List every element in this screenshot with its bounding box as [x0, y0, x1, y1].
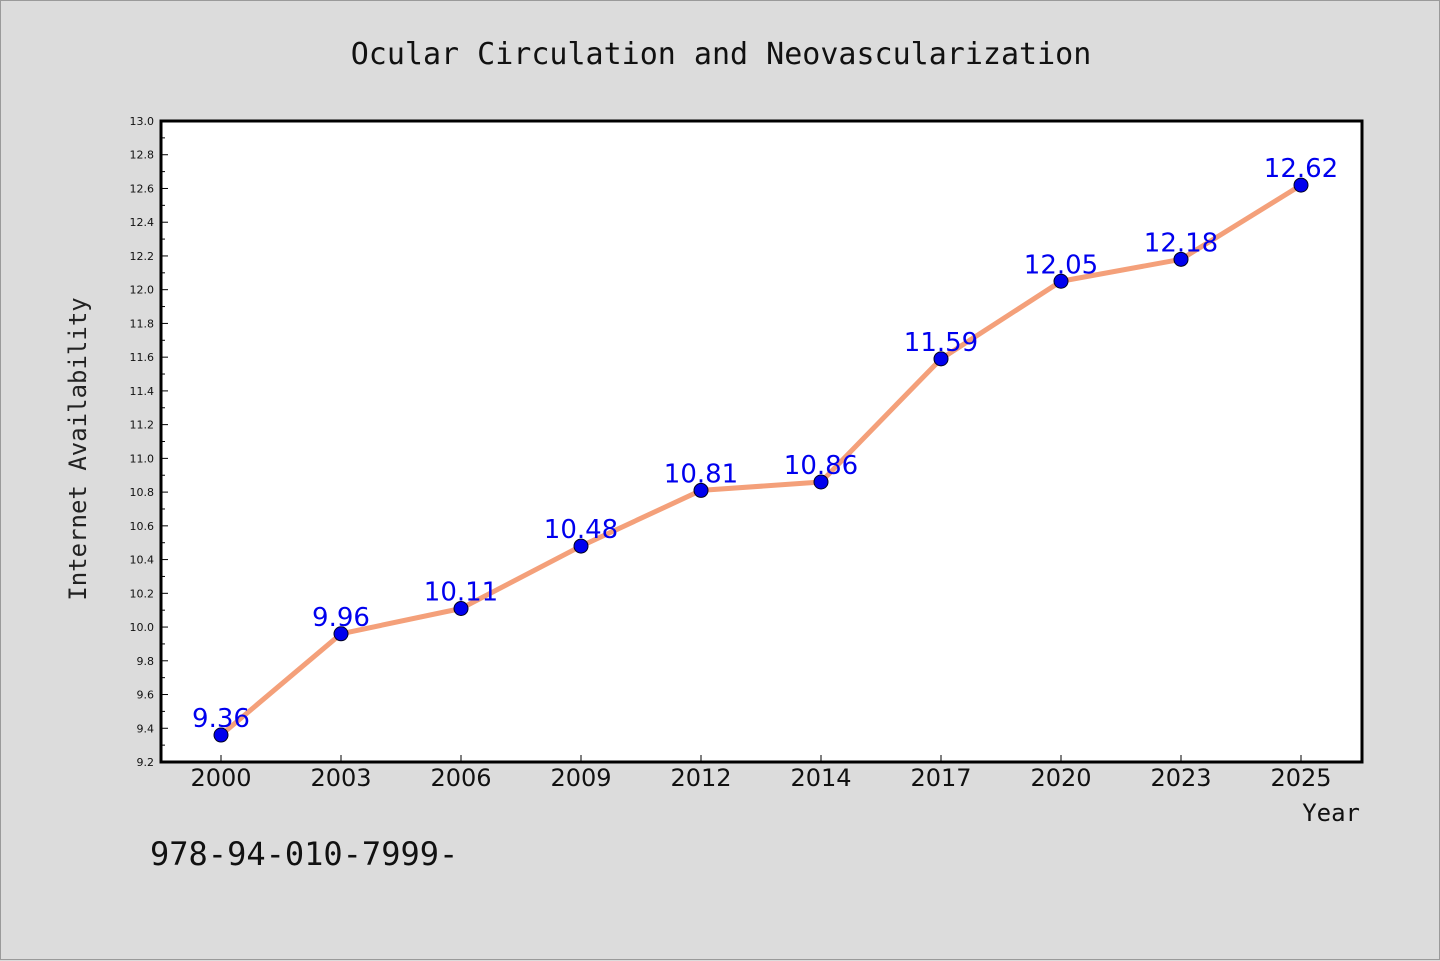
- data-point: [813, 474, 829, 490]
- data-label: 12.05: [1024, 250, 1098, 280]
- series-layer: 9.36 9.96 10.11 10.48 10.81 10.86 11.59 12.05 12…: [192, 154, 1338, 743]
- y-tick-label: 10.2: [130, 587, 155, 600]
- y-tick-label: 11.0: [130, 452, 155, 465]
- x-tick-label: 2020: [1030, 764, 1091, 792]
- y-tick-label: 13.0: [130, 115, 155, 128]
- y-tick-label: 12.8: [130, 149, 155, 162]
- y-tick-label: 11.2: [130, 419, 155, 432]
- x-tick-label: 2023: [1150, 764, 1211, 792]
- x-tick-label: 2017: [910, 764, 971, 792]
- data-label: 9.36: [192, 704, 250, 734]
- data-label: 10.11: [424, 577, 498, 607]
- chart-title: Ocular Circulation and Neovascularizatio…: [351, 37, 1092, 72]
- y-tick-label: 9.4: [137, 722, 155, 735]
- data-label: 9.96: [312, 603, 370, 633]
- y-tick-label: 12.2: [130, 250, 155, 263]
- x-axis-label: Year: [1302, 799, 1360, 827]
- data-label: 11.59: [904, 328, 978, 358]
- data-point: [1173, 251, 1189, 267]
- x-tick-label: 2003: [310, 764, 371, 792]
- data-point: [333, 626, 349, 642]
- x-tick-label: 2012: [670, 764, 731, 792]
- x-tick-label: 2006: [430, 764, 491, 792]
- x-tick-label: 2014: [790, 764, 851, 792]
- data-point: [933, 351, 949, 367]
- y-tick-label: 9.2: [137, 756, 155, 769]
- footer-text: 978-94-010-7999-: [150, 835, 458, 873]
- y-tick-label: 10.8: [130, 486, 155, 499]
- x-tick-label: 2009: [550, 764, 611, 792]
- y-tick-label: 10.0: [130, 621, 155, 634]
- y-tick-label: 10.6: [130, 520, 155, 533]
- data-point: [453, 600, 469, 616]
- data-label: 12.62: [1264, 154, 1338, 184]
- data-point: [693, 482, 709, 498]
- data-label: 10.86: [784, 451, 858, 481]
- x-axis-ticks: 2000 2003 2006 2009 2012 2014 2017 2020 2023 2025: [190, 755, 1332, 792]
- series-line: [218, 182, 1304, 738]
- data-point: [213, 727, 229, 743]
- y-tick-label: 11.6: [130, 351, 155, 364]
- data-point: [1053, 273, 1069, 289]
- y-tick-label: 10.4: [130, 554, 155, 567]
- data-label: 10.48: [544, 515, 618, 545]
- y-tick-label: 12.6: [130, 182, 155, 195]
- x-tick-label: 2000: [190, 764, 251, 792]
- y-axis-ticks: 9.2 9.4 9.6 9.8 10.0 10.2 10.4 10.6 10.8 11.0 11.2…: [130, 115, 168, 769]
- y-tick-label: 12.0: [130, 284, 155, 297]
- plot-area: [159, 119, 1364, 764]
- y-tick-label: 12.4: [130, 216, 155, 229]
- x-tick-label: 2025: [1270, 764, 1331, 792]
- y-axis-label: Internet Availability: [64, 297, 92, 600]
- data-label: 10.81: [664, 459, 738, 489]
- data-point: [573, 538, 589, 554]
- y-tick-label: 11.8: [130, 317, 155, 330]
- y-tick-label: 9.8: [137, 655, 155, 668]
- data-point: [1293, 177, 1309, 193]
- y-tick-label: 9.6: [137, 689, 155, 702]
- y-tick-label: 11.4: [130, 385, 155, 398]
- data-label: 12.18: [1144, 228, 1218, 258]
